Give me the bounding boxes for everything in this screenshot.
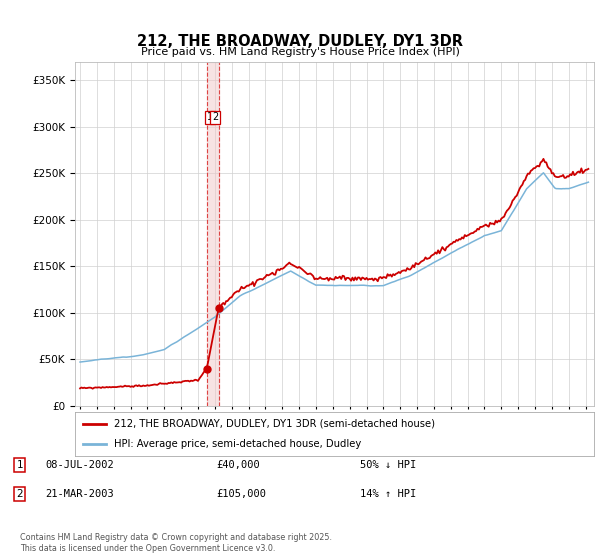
Text: 212, THE BROADWAY, DUDLEY, DY1 3DR (semi-detached house): 212, THE BROADWAY, DUDLEY, DY1 3DR (semi… <box>114 419 435 429</box>
Text: Price paid vs. HM Land Registry's House Price Index (HPI): Price paid vs. HM Land Registry's House … <box>140 47 460 57</box>
Text: £40,000: £40,000 <box>216 460 260 470</box>
Text: HPI: Average price, semi-detached house, Dudley: HPI: Average price, semi-detached house,… <box>114 439 361 449</box>
Text: 08-JUL-2002: 08-JUL-2002 <box>45 460 114 470</box>
Text: 21-MAR-2003: 21-MAR-2003 <box>45 489 114 499</box>
Text: 212, THE BROADWAY, DUDLEY, DY1 3DR: 212, THE BROADWAY, DUDLEY, DY1 3DR <box>137 34 463 49</box>
Text: 2: 2 <box>212 113 218 123</box>
Text: 50% ↓ HPI: 50% ↓ HPI <box>360 460 416 470</box>
Bar <box>207 62 218 406</box>
Text: 1: 1 <box>207 113 213 123</box>
Text: 14% ↑ HPI: 14% ↑ HPI <box>360 489 416 499</box>
Text: 1: 1 <box>16 460 23 470</box>
Text: Contains HM Land Registry data © Crown copyright and database right 2025.
This d: Contains HM Land Registry data © Crown c… <box>20 534 332 553</box>
Text: £105,000: £105,000 <box>216 489 266 499</box>
Text: 2: 2 <box>16 489 23 499</box>
